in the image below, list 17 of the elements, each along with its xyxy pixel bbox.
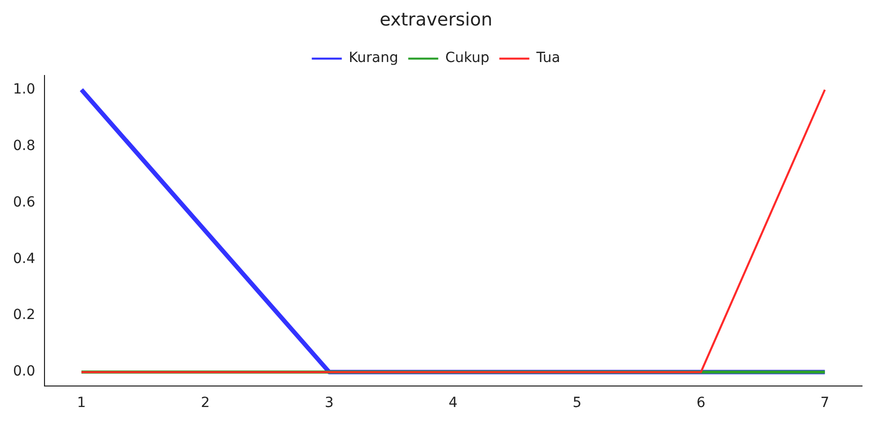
legend-label: Kurang bbox=[348, 50, 398, 66]
y-tick-label: 1.0 bbox=[13, 81, 36, 98]
y-tick-label: 0.2 bbox=[13, 307, 36, 324]
x-tick-label: 3 bbox=[324, 395, 334, 412]
y-tick-label: 0.6 bbox=[13, 194, 36, 210]
chart-title: extraversion bbox=[380, 9, 492, 30]
x-tick-label: 5 bbox=[572, 395, 582, 412]
legend-label: Tua bbox=[535, 50, 560, 66]
x-tick-label: 4 bbox=[448, 395, 458, 412]
legend-label: Cukup bbox=[445, 50, 490, 66]
y-tick-label: 0.8 bbox=[13, 138, 36, 154]
x-tick-label: 6 bbox=[696, 395, 706, 412]
x-tick-label: 2 bbox=[200, 395, 210, 412]
y-tick-label: 0.4 bbox=[13, 250, 36, 267]
x-tick-label: 1 bbox=[76, 395, 86, 412]
y-tick-label: 0.0 bbox=[13, 364, 36, 380]
x-tick-label: 7 bbox=[820, 395, 830, 412]
